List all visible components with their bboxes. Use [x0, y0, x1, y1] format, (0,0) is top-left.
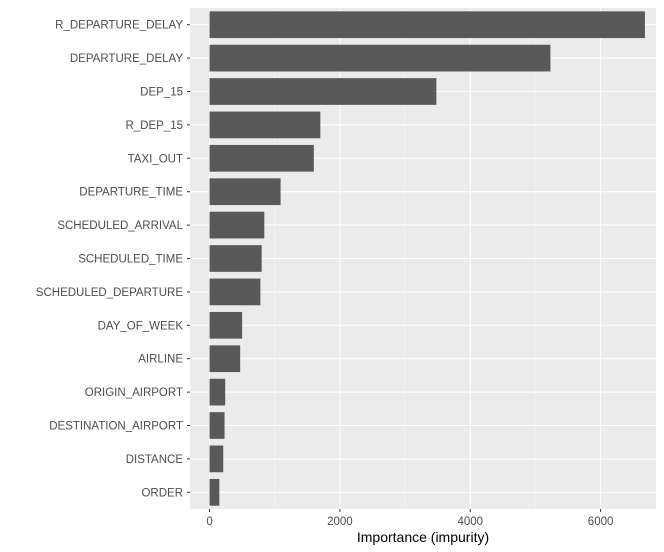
bar-order [209, 478, 220, 506]
bar-r-departure-delay [209, 11, 645, 39]
y-tick-label: SCHEDULED_ARRIVAL [57, 220, 183, 232]
y-tick-label: DESTINATION_AIRPORT [49, 421, 183, 433]
x-tick-label: 0 [206, 516, 212, 528]
y-tick-label: R_DEP_15 [125, 120, 183, 132]
y-tick-label: DEPARTURE_TIME [79, 187, 183, 199]
bar-dep-15 [209, 78, 437, 105]
x-axis-title: Importance (impurity) [357, 529, 489, 545]
bars [209, 11, 645, 506]
bar-departure-delay [209, 44, 551, 72]
bar-scheduled-time [209, 245, 262, 272]
bar-destination-airport [209, 412, 225, 439]
y-tick-label: DAY_OF_WEEK [98, 320, 184, 332]
x-tick-label: 6000 [588, 516, 614, 528]
bar-scheduled-arrival [209, 211, 265, 239]
x-axis: 0 2000 4000 6000 [206, 509, 613, 528]
bar-r-dep-15 [209, 111, 321, 139]
bar-day-of-week [209, 311, 243, 339]
x-tick-label: 2000 [327, 516, 353, 528]
y-tick-label: R_DEPARTURE_DELAY [55, 20, 183, 32]
y-tick-label: TAXI_OUT [128, 153, 183, 165]
y-tick-label: SCHEDULED_TIME [78, 254, 183, 266]
bar-airline [209, 345, 241, 373]
bar-scheduled-departure [209, 278, 261, 306]
y-tick-label: AIRLINE [138, 354, 183, 366]
y-tick-label: DEPARTURE_DELAY [70, 53, 183, 65]
y-tick-label: DISTANCE [126, 454, 184, 466]
bar-taxi-out [209, 144, 314, 172]
bar-distance [209, 445, 224, 473]
y-tick-label: ORIGIN_AIRPORT [85, 387, 183, 399]
bar-origin-airport [209, 378, 226, 406]
y-axis: R_DEPARTURE_DELAY DEPARTURE_DELAY DEP_15 R_… [36, 20, 190, 499]
bar-departure-time [209, 178, 281, 206]
y-tick-label: SCHEDULED_DEPARTURE [36, 287, 184, 299]
x-tick-label: 4000 [457, 516, 483, 528]
y-tick-label: ORDER [141, 487, 183, 499]
y-tick-label: DEP_15 [140, 87, 183, 99]
